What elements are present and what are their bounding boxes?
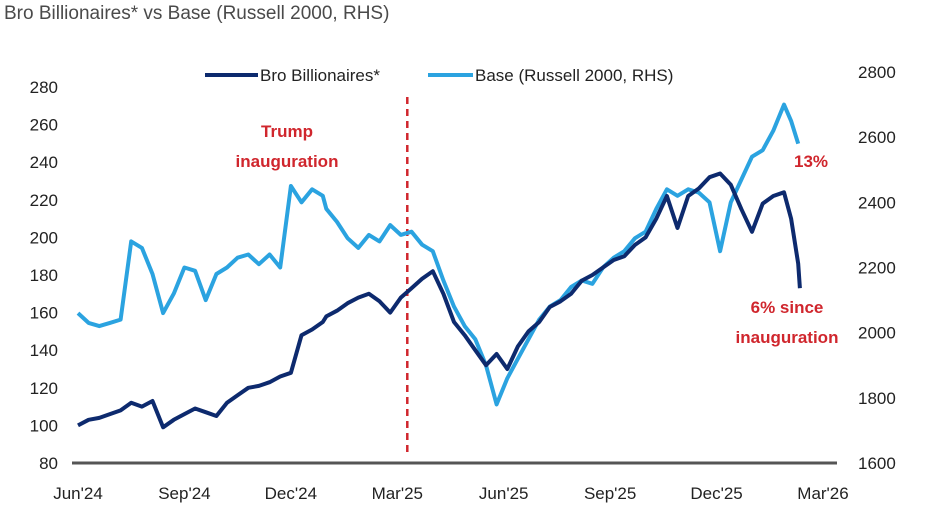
series-line-base bbox=[76, 102, 801, 407]
left-axis: 80 100 120 140 160 180 200 220 240 260 280 bbox=[30, 78, 58, 473]
right-tick-label: 1800 bbox=[858, 389, 896, 408]
left-tick-label: 160 bbox=[30, 304, 58, 323]
right-tick-label: 2400 bbox=[858, 193, 896, 212]
annotation-bro-line2: inauguration bbox=[736, 328, 839, 347]
annotation-bro-line1: 6% since bbox=[751, 298, 824, 317]
left-tick-label: 100 bbox=[30, 416, 58, 435]
right-tick-label: 2000 bbox=[858, 324, 896, 343]
left-tick-label: 220 bbox=[30, 191, 58, 210]
right-tick-label: 2800 bbox=[858, 63, 896, 82]
x-tick-label: Mar'25 bbox=[372, 484, 423, 503]
left-tick-label: 80 bbox=[39, 454, 58, 473]
legend: Bro Billionaires* Base (Russell 2000, RH… bbox=[205, 66, 673, 85]
x-axis: Jun'24 Sep'24 Dec'24 Mar'25 Jun'25 Sep'25 Dec'… bbox=[53, 484, 849, 503]
left-tick-label: 260 bbox=[30, 116, 58, 135]
chart-title: Bro Billionaires* vs Base (Russell 2000,… bbox=[4, 3, 390, 24]
left-tick-label: 120 bbox=[30, 379, 58, 398]
x-tick-label: Dec'25 bbox=[690, 484, 742, 503]
x-tick-label: Dec'24 bbox=[265, 484, 317, 503]
legend-label-base: Base (Russell 2000, RHS) bbox=[475, 66, 673, 85]
annotation-trump-line2: inauguration bbox=[236, 152, 339, 171]
annotation-trump-line1: Trump bbox=[261, 122, 313, 141]
left-tick-label: 240 bbox=[30, 153, 58, 172]
left-tick-label: 180 bbox=[30, 266, 58, 285]
series-line-bro-billionaires bbox=[77, 171, 802, 430]
right-axis: 1600 1800 2000 2200 2400 2600 2800 bbox=[858, 63, 896, 473]
x-tick-label: Jun'24 bbox=[53, 484, 103, 503]
right-tick-label: 1600 bbox=[858, 454, 896, 473]
legend-label-bro: Bro Billionaires* bbox=[260, 66, 380, 85]
x-tick-label: Jun'25 bbox=[479, 484, 529, 503]
right-tick-label: 2600 bbox=[858, 128, 896, 147]
left-tick-label: 280 bbox=[30, 78, 58, 97]
right-tick-label: 2200 bbox=[858, 259, 896, 278]
x-tick-label: Sep'25 bbox=[584, 484, 636, 503]
left-tick-label: 140 bbox=[30, 341, 58, 360]
x-tick-label: Mar'26 bbox=[797, 484, 848, 503]
x-tick-label: Sep'24 bbox=[158, 484, 210, 503]
annotation-base-13pct: 13% bbox=[794, 152, 828, 171]
left-tick-label: 200 bbox=[30, 228, 58, 247]
